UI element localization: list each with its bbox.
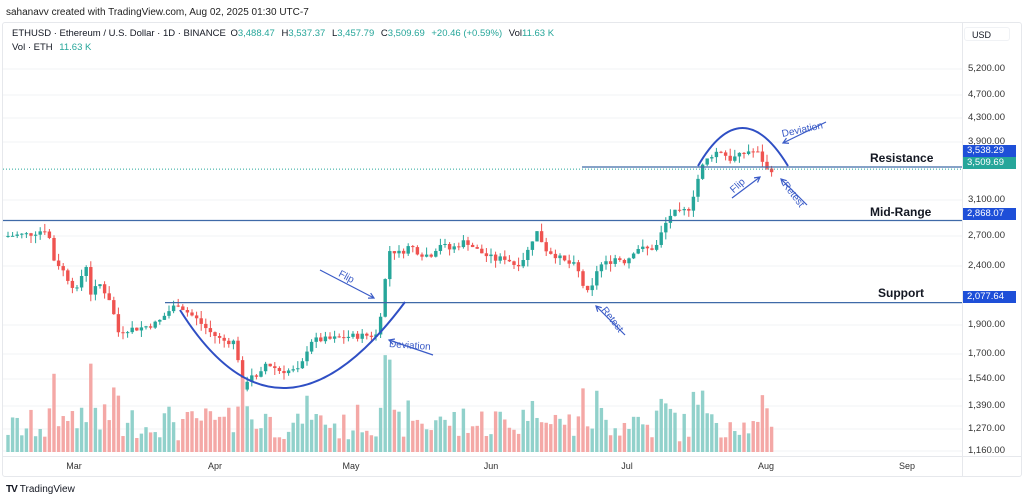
price-tick: 1,160.00: [968, 445, 1005, 456]
open-label: O: [230, 28, 238, 39]
month-label: Sep: [898, 461, 916, 471]
high-label: H: [281, 28, 289, 39]
resistance-label: Resistance: [870, 151, 934, 165]
support-label: Support: [878, 286, 924, 300]
volume-label: Vol: [508, 28, 523, 39]
currency-button[interactable]: USD: [964, 27, 1010, 41]
price-tick: 1,390.00: [968, 400, 1005, 411]
price-tick: 3,900.00: [968, 136, 1005, 147]
price-tick: 4,700.00: [968, 89, 1005, 100]
price-tick: 1,540.00: [968, 373, 1005, 384]
chart-credit: sahanavv created with TradingView.com, A…: [6, 7, 309, 18]
month-label: Mar: [66, 461, 82, 471]
symbol-legend: ETHUSD · Ethereum / U.S. Dollar · 1D · B…: [12, 28, 558, 39]
price-tick: 1,700.00: [968, 348, 1005, 359]
price-tick: 1,900.00: [968, 319, 1005, 330]
month-label: Jul: [621, 461, 633, 471]
month-label: Aug: [757, 461, 775, 471]
volume-value: 11.63 K: [522, 28, 555, 39]
mid-range-label: Mid-Range: [870, 205, 932, 219]
chart-frame: [2, 22, 1022, 477]
open-value: 3,488.47: [237, 28, 275, 39]
low-value: 3,457.79: [337, 28, 375, 39]
price-tick: 2,700.00: [968, 230, 1005, 241]
volume-series-label[interactable]: Vol · ETH: [12, 42, 53, 53]
month-label: Jun: [483, 461, 499, 471]
price-chart-canvas[interactable]: [0, 0, 962, 456]
price-tick: 4,300.00: [968, 112, 1005, 123]
close-value: 3,509.69: [387, 28, 425, 39]
close-label: C: [380, 28, 388, 39]
month-label: Apr: [207, 461, 223, 471]
price-axis-divider: [962, 22, 963, 477]
tradingview-logo-icon: TV: [6, 484, 18, 495]
month-label: May: [342, 461, 360, 471]
low-label: L: [331, 28, 338, 39]
price-tag: 3,538.29: [963, 145, 1016, 157]
price-tag: 3,509.69: [963, 157, 1016, 169]
change-value: +20.46 (+0.59%): [431, 28, 503, 39]
symbol-description[interactable]: ETHUSD · Ethereum / U.S. Dollar · 1D · B…: [12, 28, 226, 39]
high-value: 3,537.37: [288, 28, 326, 39]
price-tick: 2,400.00: [968, 260, 1005, 271]
price-tick: 3,100.00: [968, 194, 1005, 205]
tradingview-brand: TradingView: [19, 484, 75, 495]
volume-legend: Vol · ETH 11.63 K: [12, 42, 95, 53]
price-tick: 5,200.00: [968, 63, 1005, 74]
tradingview-logo[interactable]: TV TradingView: [6, 484, 75, 495]
price-tick: 1,270.00: [968, 423, 1005, 434]
price-tag: 2,868.07: [963, 208, 1016, 220]
price-tag: 2,077.64: [963, 291, 1016, 303]
time-axis-divider: [2, 456, 1022, 457]
volume-series-value: 11.63 K: [59, 42, 92, 53]
